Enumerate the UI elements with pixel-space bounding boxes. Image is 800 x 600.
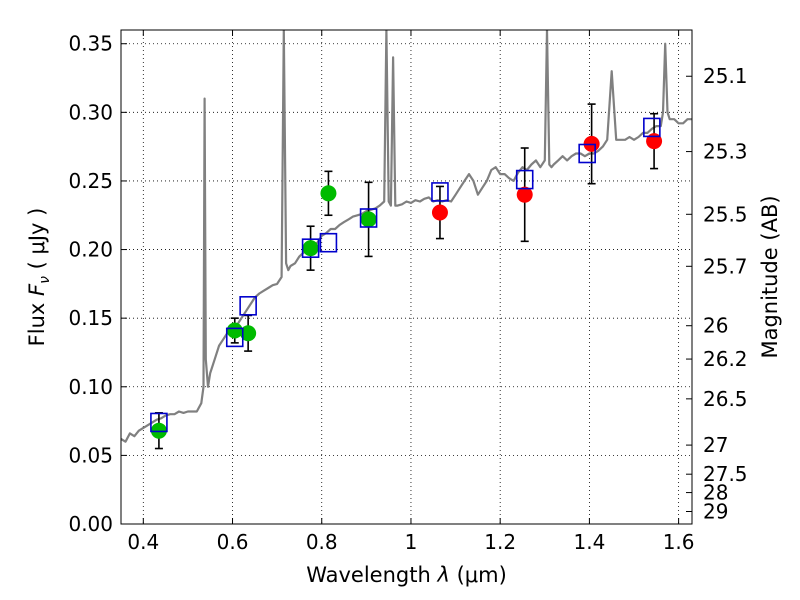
y2-tick-label: 25.5 [703,202,748,226]
y-tick-label: 0.00 [68,512,113,536]
red-data-point [431,204,448,221]
tick-labels: 0.4 0.6 0.8 1 1.2 1.4 1.6 0.00 0.05 0.10 0.15 0.20 0… [68,32,747,554]
model-spectrum [121,30,692,443]
x-tick-label: 0.6 [217,530,249,554]
y2-tick-label: 25.7 [703,254,748,278]
model-photometry-box [150,412,168,433]
y2-tick-label: 26.2 [703,347,748,371]
y2-tick-label: 27.5 [703,462,748,486]
plot-frame [120,29,693,525]
red-data-point [516,186,533,203]
x-tick-label: 1.6 [663,530,695,554]
model-photometry-box [431,182,449,202]
green-data-point [240,325,257,342]
green-data-point [360,211,377,228]
model-photometry-box [319,232,338,253]
y2-tick-label: 28 [703,481,728,505]
y-axis-label: Flux Fν ( μJy ) [25,208,53,347]
y2-axis-label: Magnitude (AB) [758,195,782,358]
x-tick-label: 1.4 [573,530,605,554]
model-photometry-box [301,238,320,258]
green-data-point [226,322,243,339]
observed-points [150,133,663,439]
y2-tick-label: 26 [703,314,728,338]
green-data-point [320,185,337,202]
x-tick-label: 1.2 [484,530,516,554]
x-tick-label: 0.8 [306,530,338,554]
y2-tick-label: 27 [703,433,728,457]
model-photometry-box [359,208,378,228]
y-tick-label: 0.25 [68,169,113,193]
x-tick-label: 0.4 [127,530,159,554]
model-photometry-box [239,296,257,316]
y-tick-label: 0.05 [68,443,113,467]
grid-lines [121,30,692,525]
y-tick-label: 0.35 [68,32,113,56]
y-tick-label: 0.10 [68,375,113,399]
model-photometry-box [578,143,596,164]
x-tick-label: 1 [405,530,418,554]
y-tick-label: 0.15 [68,306,113,330]
model-photometry-boxes [150,117,661,433]
axis-ticks [121,30,692,525]
y-tick-label: 0.20 [68,238,113,262]
model-photometry-box [225,327,244,348]
spectrum-line [121,30,692,443]
y2-tick-label: 25.1 [703,64,748,88]
y2-tick-label: 29 [703,500,728,524]
x-axis-label: Wavelength λ (μm) [306,563,507,587]
green-data-point [302,240,319,257]
y-tick-label: 0.30 [68,100,113,124]
y2-tick-label: 25.3 [703,140,748,164]
model-photometry-box [515,169,534,190]
y2-tick-label: 26.5 [703,387,748,411]
model-photometry-box [643,117,661,138]
